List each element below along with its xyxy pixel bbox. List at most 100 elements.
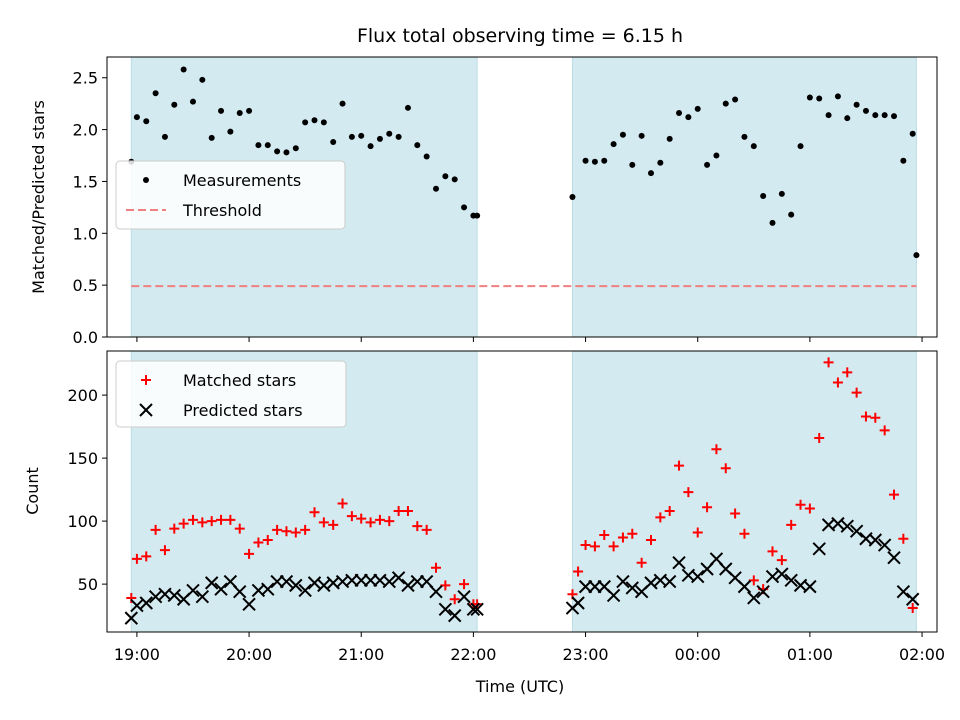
matched-star-point — [197, 517, 208, 528]
matched-star-point — [206, 516, 217, 527]
measurement-point — [376, 135, 383, 142]
matched-star-point — [664, 506, 675, 517]
predicted-star-point — [214, 582, 228, 596]
matched-star-point — [573, 566, 584, 577]
matched-star-point — [365, 517, 376, 528]
measurement-point — [769, 219, 776, 226]
predicted-star-point — [242, 597, 256, 611]
predicted-star-point — [756, 584, 770, 599]
matched-star-point — [804, 503, 815, 514]
matched-star-point — [589, 541, 600, 552]
matched-star-point — [814, 432, 825, 443]
matched-star-point — [346, 511, 357, 522]
measurement-point — [881, 112, 888, 119]
predicted-star-point — [662, 574, 677, 589]
predicted-star-point — [139, 596, 153, 610]
measurement-point — [302, 119, 309, 126]
matched-star-point — [692, 527, 703, 538]
legend-plus-icon — [141, 375, 151, 385]
predicted-star-point — [195, 590, 210, 604]
measurement-point — [676, 110, 683, 116]
matched-star-point — [786, 519, 797, 530]
measurement-point — [442, 173, 449, 180]
matched-star-point — [889, 489, 900, 500]
measurement-point — [741, 133, 748, 140]
chart-title: Flux total observing time = 6.15 h — [357, 25, 683, 47]
matched-star-point — [739, 528, 750, 539]
measurement-point — [591, 158, 598, 165]
matched-star-point — [702, 502, 713, 513]
matched-star-point — [356, 513, 367, 524]
measurement-point — [647, 170, 654, 177]
predicted-star-point — [391, 571, 406, 585]
x-tick-label: 00:00 — [675, 645, 721, 664]
matched-star-point — [234, 523, 245, 534]
legend-label: Threshold — [182, 201, 262, 220]
measurement-point — [788, 211, 795, 218]
matched-star-point — [337, 498, 348, 509]
matched-star-point — [393, 506, 404, 517]
measurement-point — [844, 115, 851, 122]
matched-star-point — [608, 541, 619, 552]
predicted-star-point — [887, 550, 901, 565]
measurement-point — [292, 145, 299, 152]
matched-star-point — [281, 526, 292, 537]
matched-star-point — [599, 529, 610, 540]
x-tick-label: 22:00 — [450, 645, 496, 664]
measurement-point — [619, 131, 626, 138]
predicted-star-point — [606, 588, 621, 603]
measurement-point — [825, 112, 832, 119]
measurement-point — [806, 94, 813, 101]
matched-star-point — [300, 524, 311, 535]
matched-star-point — [842, 367, 853, 378]
observing-window-1 — [571, 56, 917, 338]
predicted-star-point — [124, 611, 139, 625]
measurement-point — [909, 130, 916, 137]
matched-star-point — [244, 548, 255, 559]
matched-star-point — [262, 535, 273, 546]
predicted-star-point — [167, 588, 182, 603]
matched-star-point — [225, 514, 236, 525]
measurement-point — [900, 157, 907, 164]
y-tick-label: 0.5 — [73, 276, 98, 295]
predicted-star-point — [429, 584, 443, 599]
x-tick-label: 21:00 — [338, 645, 384, 664]
measurement-point — [853, 101, 860, 108]
y-tick-label: 50 — [78, 575, 98, 594]
y-tick-label: 2.0 — [73, 121, 98, 140]
axes-frame — [106, 350, 938, 633]
measurement-point — [722, 100, 729, 107]
measurement-point — [386, 130, 393, 137]
predicted-star-point — [204, 576, 219, 590]
axes-frame — [106, 56, 938, 338]
measurement-point — [246, 107, 253, 114]
measurement-point — [433, 185, 440, 192]
measurement-point — [339, 100, 346, 107]
bottom-y-axis-label: Count — [23, 467, 42, 515]
matched-star-point — [674, 460, 685, 471]
legend-label: Measurements — [183, 171, 301, 190]
measurement-point — [264, 142, 271, 149]
predicted-star-point — [737, 579, 752, 594]
count-panel: 19:00 20:00 21:00 22:00 23:00 00:00 01:00 02:00… — [67, 351, 945, 664]
measurement-point — [629, 161, 636, 168]
matched-star-point — [711, 444, 722, 455]
y-tick-label: 0.0 — [73, 328, 98, 347]
measurement-point — [569, 194, 576, 200]
matched-star-point — [655, 512, 666, 523]
matched-star-point — [328, 519, 339, 530]
predicted-star-point — [775, 567, 789, 581]
measurement-point — [891, 113, 898, 120]
measurement-point — [133, 114, 140, 121]
matched-star-point — [131, 553, 142, 564]
predicted-star-point — [896, 584, 911, 599]
legend-x-icon — [139, 403, 153, 417]
matched-star-point — [253, 537, 264, 548]
measurement-point — [199, 76, 206, 83]
measurement-point — [685, 114, 692, 121]
measurement-point — [474, 212, 481, 219]
x-tick-label: 19:00 — [114, 645, 160, 664]
measurement-point — [913, 252, 920, 259]
matched-star-point — [318, 517, 329, 528]
matched-star-point — [290, 527, 301, 538]
